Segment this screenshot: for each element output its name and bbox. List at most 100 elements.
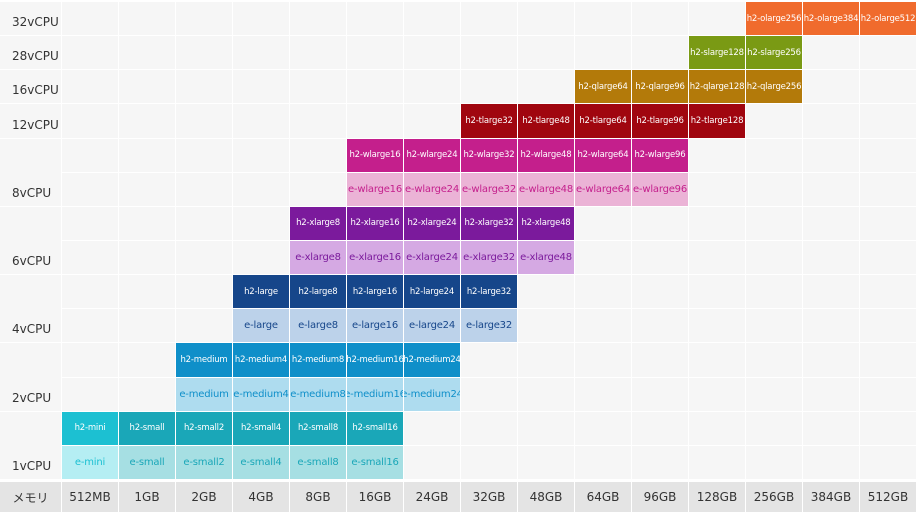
instance-cell-e-xlarge48: e-xlarge48 (518, 241, 574, 275)
empty-cell (347, 36, 403, 70)
empty-cell (803, 275, 859, 309)
column-label-512mb: 512MB (62, 482, 118, 512)
instance-cell-h2-tlarge32: h2-tlarge32 (461, 104, 517, 138)
column-label-4gb: 4GB (233, 482, 289, 512)
instance-cell-e-wlarge48: e-wlarge48 (518, 172, 574, 206)
instance-cell-e-wlarge16: e-wlarge16 (347, 172, 403, 206)
empty-cell (62, 138, 118, 172)
empty-cell (119, 241, 175, 275)
row-label-28vcpu: 28vCPU (0, 36, 61, 70)
column-label-1gb: 1GB (119, 482, 175, 512)
instance-cell-h2-large: h2-large (233, 275, 289, 309)
empty-cell (461, 445, 517, 479)
instance-cell-h2-olarge256: h2-olarge256 (746, 2, 802, 36)
empty-cell (119, 172, 175, 206)
column-label-128gb: 128GB (689, 482, 745, 512)
empty-cell (290, 2, 346, 36)
instance-cell-h2-xlarge32: h2-xlarge32 (461, 206, 517, 240)
column-label-48gb: 48GB (518, 482, 574, 512)
column-label-256gb: 256GB (746, 482, 802, 512)
empty-cell (803, 138, 859, 172)
instance-cell-e-large16: e-large16 (347, 309, 403, 343)
instance-cell-h2-olarge384: h2-olarge384 (803, 2, 859, 36)
row-label-16vcpu: 16vCPU (0, 70, 61, 104)
empty-cell (404, 445, 460, 479)
row-label-text: 16vCPU (12, 83, 59, 98)
empty-cell (860, 172, 916, 206)
instance-cell-h2-xlarge16: h2-xlarge16 (347, 206, 403, 240)
empty-cell (689, 206, 745, 240)
empty-cell (404, 2, 460, 36)
instance-cell-h2-small2: h2-small2 (176, 411, 232, 445)
empty-cell (860, 377, 916, 411)
empty-cell (119, 377, 175, 411)
empty-cell (233, 241, 289, 275)
empty-cell (404, 411, 460, 445)
empty-cell (575, 411, 631, 445)
empty-cell (62, 36, 118, 70)
instance-cell-e-small2: e-small2 (176, 445, 232, 479)
empty-cell (119, 275, 175, 309)
empty-cell (575, 343, 631, 377)
instance-cell-e-wlarge96: e-wlarge96 (632, 172, 688, 206)
instance-cell-h2-wlarge96: h2-wlarge96 (632, 138, 688, 172)
empty-cell (62, 2, 118, 36)
empty-cell (347, 104, 403, 138)
empty-cell (404, 36, 460, 70)
empty-cell (689, 2, 745, 36)
empty-cell (803, 445, 859, 479)
empty-cell (461, 343, 517, 377)
empty-cell (689, 309, 745, 343)
empty-cell (62, 377, 118, 411)
empty-cell (575, 309, 631, 343)
instance-cell-h2-qlarge128: h2-qlarge128 (689, 70, 745, 104)
empty-cell (632, 445, 688, 479)
empty-cell (176, 172, 232, 206)
empty-cell (860, 104, 916, 138)
empty-cell (62, 172, 118, 206)
empty-cell (803, 70, 859, 104)
empty-cell (860, 411, 916, 445)
instance-cell-h2-medium: h2-medium (176, 343, 232, 377)
empty-cell (746, 138, 802, 172)
instance-cell-h2-tlarge64: h2-tlarge64 (575, 104, 631, 138)
instance-cell-h2-medium24: h2-medium24 (404, 343, 460, 377)
empty-cell (233, 104, 289, 138)
column-label-512gb: 512GB (860, 482, 916, 512)
empty-cell (119, 70, 175, 104)
instance-cell-e-xlarge32: e-xlarge32 (461, 241, 517, 275)
empty-cell (632, 241, 688, 275)
empty-cell (347, 2, 403, 36)
empty-cell (860, 445, 916, 479)
empty-cell (62, 241, 118, 275)
instance-cell-h2-mini: h2-mini (62, 411, 118, 445)
instance-cell-e-wlarge32: e-wlarge32 (461, 172, 517, 206)
instance-cell-e-mini: e-mini (62, 445, 118, 479)
empty-cell (575, 241, 631, 275)
empty-cell (632, 275, 688, 309)
instance-cell-h2-large32: h2-large32 (461, 275, 517, 309)
row-label-12vcpu: 12vCPU (0, 104, 61, 138)
row-label-text: 2vCPU (12, 390, 52, 405)
empty-cell (803, 36, 859, 70)
empty-cell (518, 343, 574, 377)
row-label-8vcpu: 8vCPU (0, 138, 61, 206)
instance-cell-h2-small8: h2-small8 (290, 411, 346, 445)
empty-cell (518, 36, 574, 70)
empty-cell (119, 206, 175, 240)
empty-cell (746, 343, 802, 377)
instance-cell-e-xlarge16: e-xlarge16 (347, 241, 403, 275)
empty-cell (461, 36, 517, 70)
empty-cell (632, 36, 688, 70)
empty-cell (746, 206, 802, 240)
empty-cell (746, 411, 802, 445)
instance-cell-e-small8: e-small8 (290, 445, 346, 479)
instance-cell-e-wlarge64: e-wlarge64 (575, 172, 631, 206)
empty-cell (632, 411, 688, 445)
instance-cell-h2-wlarge64: h2-wlarge64 (575, 138, 631, 172)
empty-cell (803, 241, 859, 275)
empty-cell (176, 70, 232, 104)
empty-cell (62, 343, 118, 377)
instance-cell-h2-large16: h2-large16 (347, 275, 403, 309)
empty-cell (860, 36, 916, 70)
